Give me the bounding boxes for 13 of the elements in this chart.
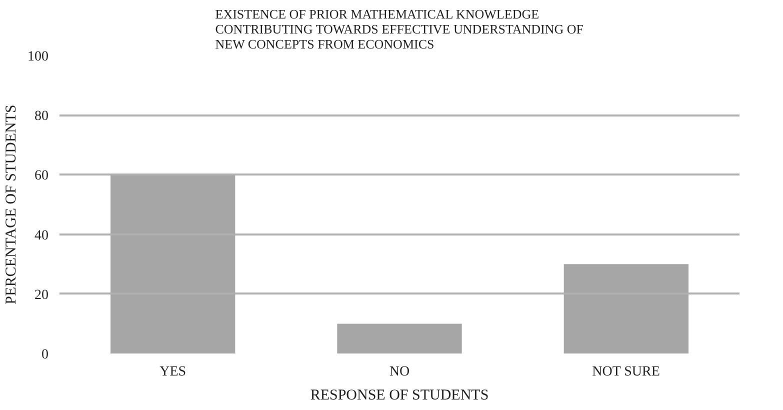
y-tick-label: 80: [34, 109, 48, 124]
x-tick-label: NO: [389, 364, 410, 380]
x-axis-title: RESPONSE OF STUDENTS: [310, 388, 489, 404]
y-tick-label: 60: [34, 168, 48, 184]
chart-title: EXISTENCE OF PRIOR MATHEMATICAL KNOWLEDGE CONTRIBUTING TOWARDS EFFECTIVE UNDERSTANDING OF NEW CONCEPTS FROM ECONOMICS: [215, 6, 584, 52]
x-tick-label: YES: [160, 364, 186, 380]
y-axis-title: PERCENTAGE OF STUDENTS: [4, 104, 20, 304]
bar: [337, 324, 462, 354]
y-tick-label: 20: [34, 288, 48, 303]
y-tick-label: 40: [34, 228, 48, 244]
y-tick-label: 100: [28, 50, 48, 64]
x-tick-label: NOT SURE: [592, 364, 660, 380]
y-tick-label: 0: [42, 348, 48, 362]
